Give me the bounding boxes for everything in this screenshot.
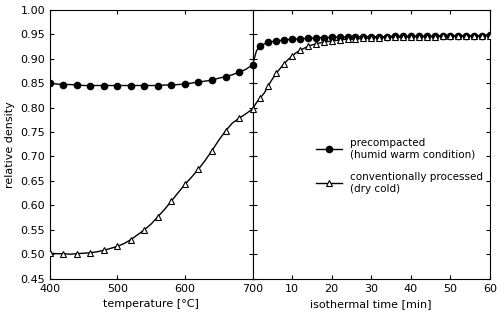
X-axis label: isothermal time [min]: isothermal time [min] [310, 299, 432, 309]
X-axis label: temperature [°C]: temperature [°C] [104, 299, 199, 309]
Legend: precompacted
(humid warm condition), conventionally processed
(dry cold): precompacted (humid warm condition), con… [312, 134, 487, 198]
Y-axis label: relative density: relative density [5, 101, 15, 188]
